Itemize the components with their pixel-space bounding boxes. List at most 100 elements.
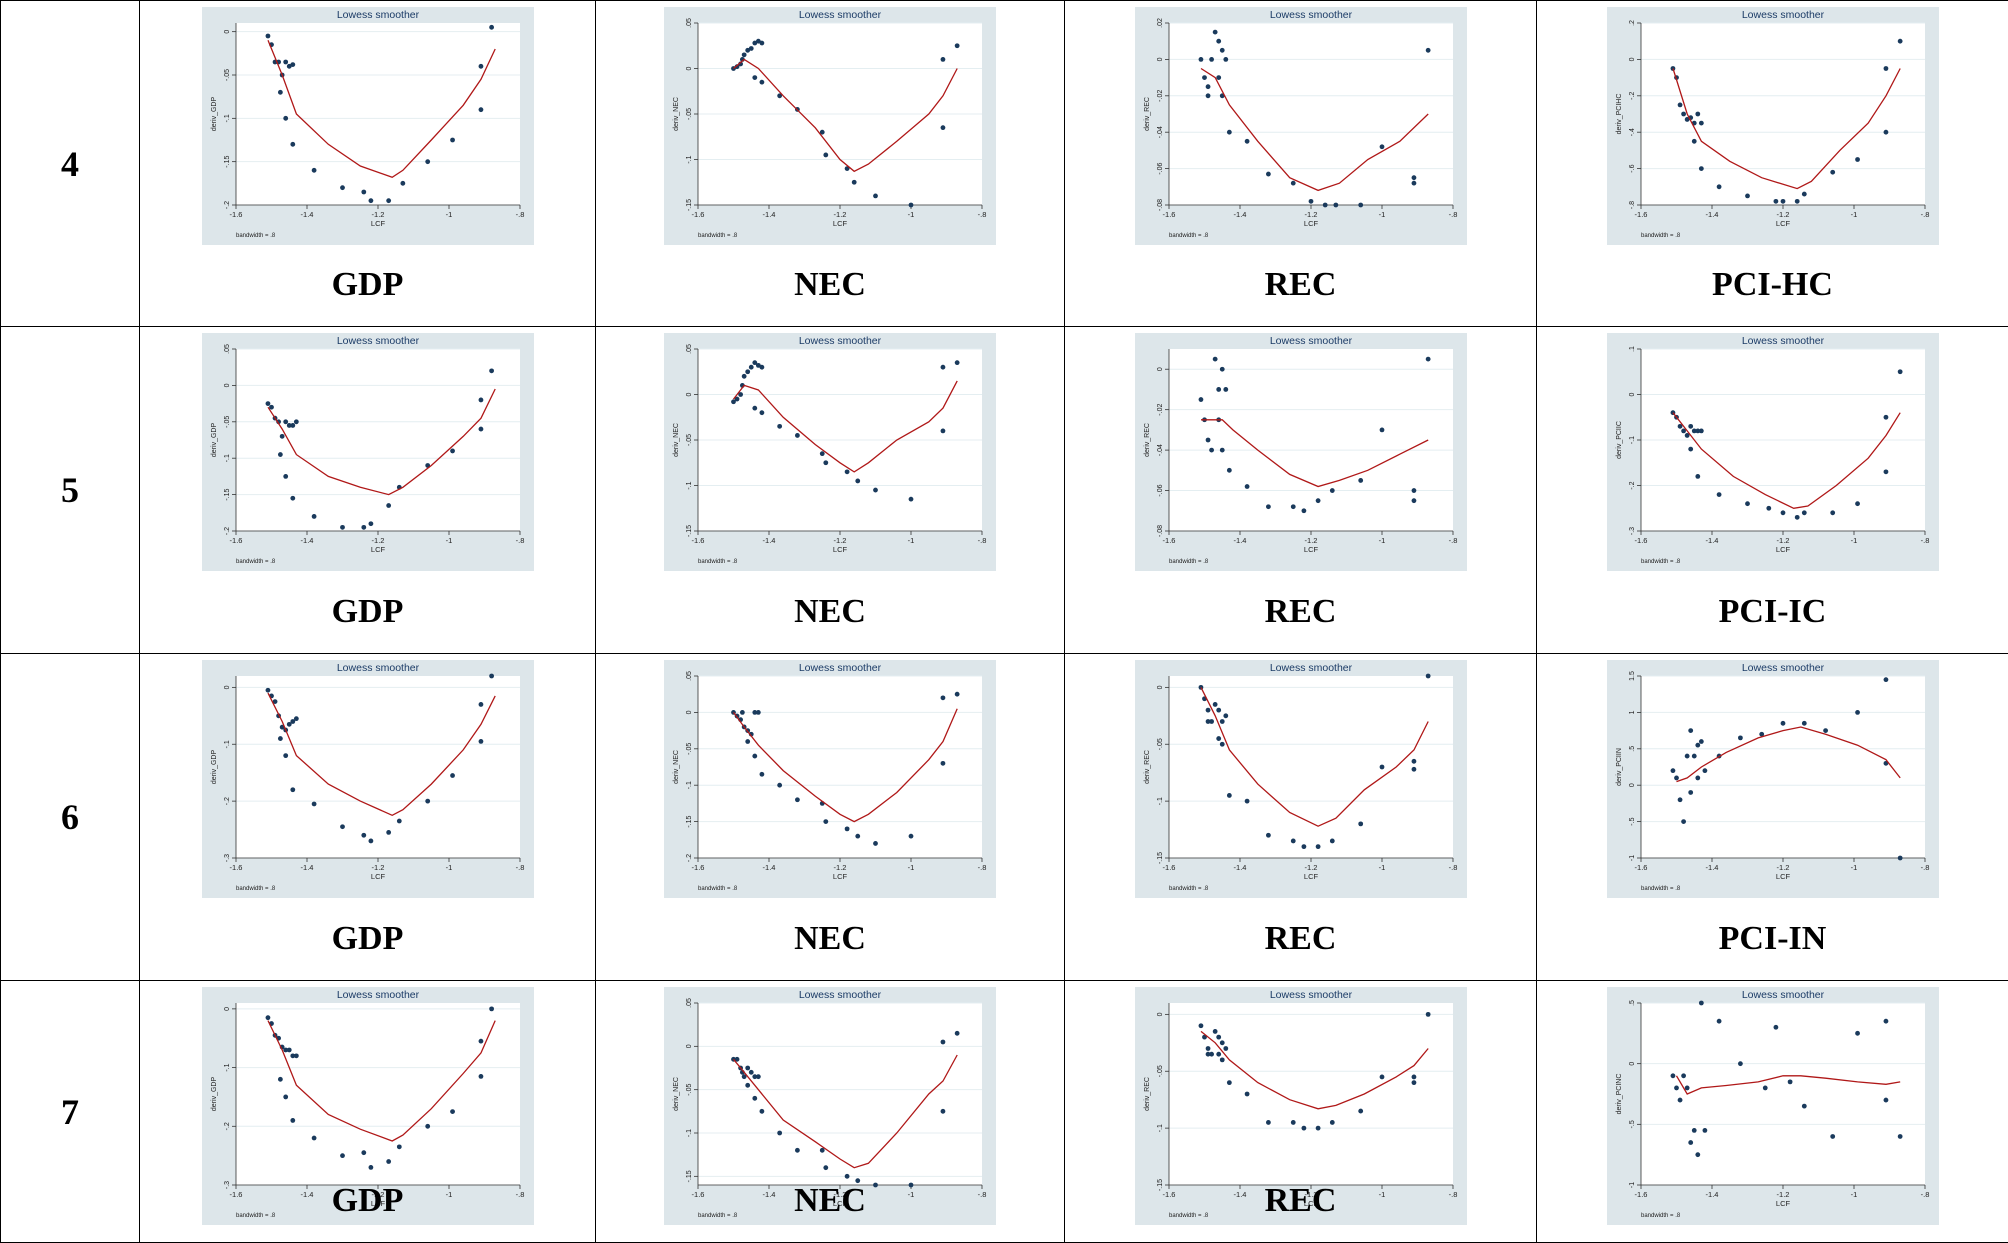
- data-point: [1223, 713, 1228, 718]
- data-point: [340, 1153, 345, 1158]
- y-tick-label: -.1: [224, 740, 231, 748]
- y-tick-label: -.06: [1157, 484, 1164, 496]
- plot-area: [236, 676, 520, 858]
- data-point: [425, 1124, 430, 1129]
- data-point: [777, 424, 782, 429]
- data-point: [760, 41, 765, 46]
- data-point: [283, 60, 288, 65]
- x-tick-label: -1.4: [300, 863, 313, 872]
- data-point: [1216, 1052, 1221, 1057]
- data-point: [1695, 743, 1700, 748]
- data-point: [478, 1039, 483, 1044]
- data-point: [290, 142, 295, 147]
- data-point: [277, 452, 282, 457]
- x-tick-label: -1.4: [1233, 536, 1246, 545]
- data-point: [1290, 839, 1295, 844]
- data-point: [386, 503, 391, 508]
- x-tick-label: -.8: [978, 210, 987, 219]
- x-axis-label: LCF: [1775, 545, 1790, 554]
- data-point: [745, 1083, 750, 1088]
- data-point: [290, 787, 295, 792]
- data-point: [1425, 48, 1430, 53]
- data-point: [1855, 1031, 1860, 1036]
- variable-label: NEC: [596, 920, 1064, 958]
- data-point: [290, 423, 295, 428]
- x-tick-label: -1.4: [1705, 536, 1718, 545]
- y-tick-label: 0: [224, 685, 231, 689]
- data-point: [283, 1095, 288, 1100]
- data-point: [1209, 719, 1214, 724]
- data-point: [777, 1131, 782, 1136]
- x-tick-label: -1.4: [1233, 210, 1246, 219]
- data-point: [1883, 1098, 1888, 1103]
- y-tick-label: -.2: [224, 1122, 231, 1130]
- data-point: [1698, 739, 1703, 744]
- data-point: [450, 773, 455, 778]
- x-tick-label: -1.6: [1162, 210, 1175, 219]
- data-point: [1411, 498, 1416, 503]
- chart-title: Lowess smoother: [1741, 989, 1824, 1001]
- data-point: [1716, 184, 1721, 189]
- x-tick-label: -1: [445, 210, 452, 219]
- data-point: [1212, 357, 1217, 362]
- x-tick-label: -1.6: [692, 863, 705, 872]
- lowess-plot: .050-.05-.1-.15-.2-1.6-1.4-1.2-1-.8Lowes…: [202, 333, 534, 571]
- x-axis-label: LCF: [1775, 872, 1790, 881]
- data-point: [340, 185, 345, 190]
- data-point: [361, 1150, 366, 1155]
- x-tick-label: -.8: [515, 210, 524, 219]
- data-point: [745, 1066, 750, 1071]
- data-point: [760, 772, 765, 777]
- data-point: [1244, 139, 1249, 144]
- data-point: [1223, 1046, 1228, 1051]
- variable-label: GDP: [140, 1182, 595, 1220]
- data-point: [1202, 75, 1207, 80]
- y-tick-label: -.5: [1629, 817, 1636, 825]
- x-axis-label: LCF: [1775, 219, 1790, 228]
- data-point: [1855, 157, 1860, 162]
- data-point: [1674, 776, 1679, 781]
- data-point: [1698, 121, 1703, 126]
- data-point: [293, 1053, 298, 1058]
- x-tick-label: -.8: [1920, 210, 1929, 219]
- data-point: [311, 168, 316, 173]
- x-axis-label: LCF: [370, 872, 385, 881]
- data-point: [450, 449, 455, 454]
- data-point: [1216, 75, 1221, 80]
- data-point: [1702, 1128, 1707, 1133]
- lowess-plot: .050-.05-.1-.15-.2-1.6-1.4-1.2-1-.8Lowes…: [664, 660, 996, 898]
- data-point: [1205, 93, 1210, 98]
- data-point: [1681, 1073, 1686, 1078]
- data-point: [909, 497, 914, 502]
- y-tick-label: -.05: [1157, 1065, 1164, 1077]
- x-tick-label: -1.6: [692, 210, 705, 219]
- data-point: [1801, 721, 1806, 726]
- data-point: [1226, 1080, 1231, 1085]
- y-tick-label: -.06: [1157, 162, 1164, 174]
- data-point: [386, 1159, 391, 1164]
- data-point: [740, 710, 745, 715]
- data-point: [478, 107, 483, 112]
- x-tick-label: -1.4: [763, 536, 776, 545]
- variable-label: REC: [1065, 1182, 1536, 1220]
- data-point: [1411, 1075, 1416, 1080]
- variable-label: PCI-IN: [1537, 920, 2008, 958]
- data-point: [1209, 448, 1214, 453]
- y-tick-label: -.1: [686, 155, 693, 163]
- data-point: [1787, 1079, 1792, 1084]
- y-tick-label: -.15: [224, 488, 231, 500]
- data-point: [1897, 39, 1902, 44]
- data-point: [909, 203, 914, 208]
- y-tick-label: -.05: [686, 1084, 693, 1096]
- y-tick-label: -1: [1629, 1182, 1636, 1188]
- y-tick-label: -.3: [224, 854, 231, 862]
- data-point: [1329, 488, 1334, 493]
- y-axis-label: deriv_GDP: [211, 750, 218, 785]
- y-tick-label: .05: [686, 998, 693, 1008]
- y-tick-label: 1.5: [1629, 671, 1636, 681]
